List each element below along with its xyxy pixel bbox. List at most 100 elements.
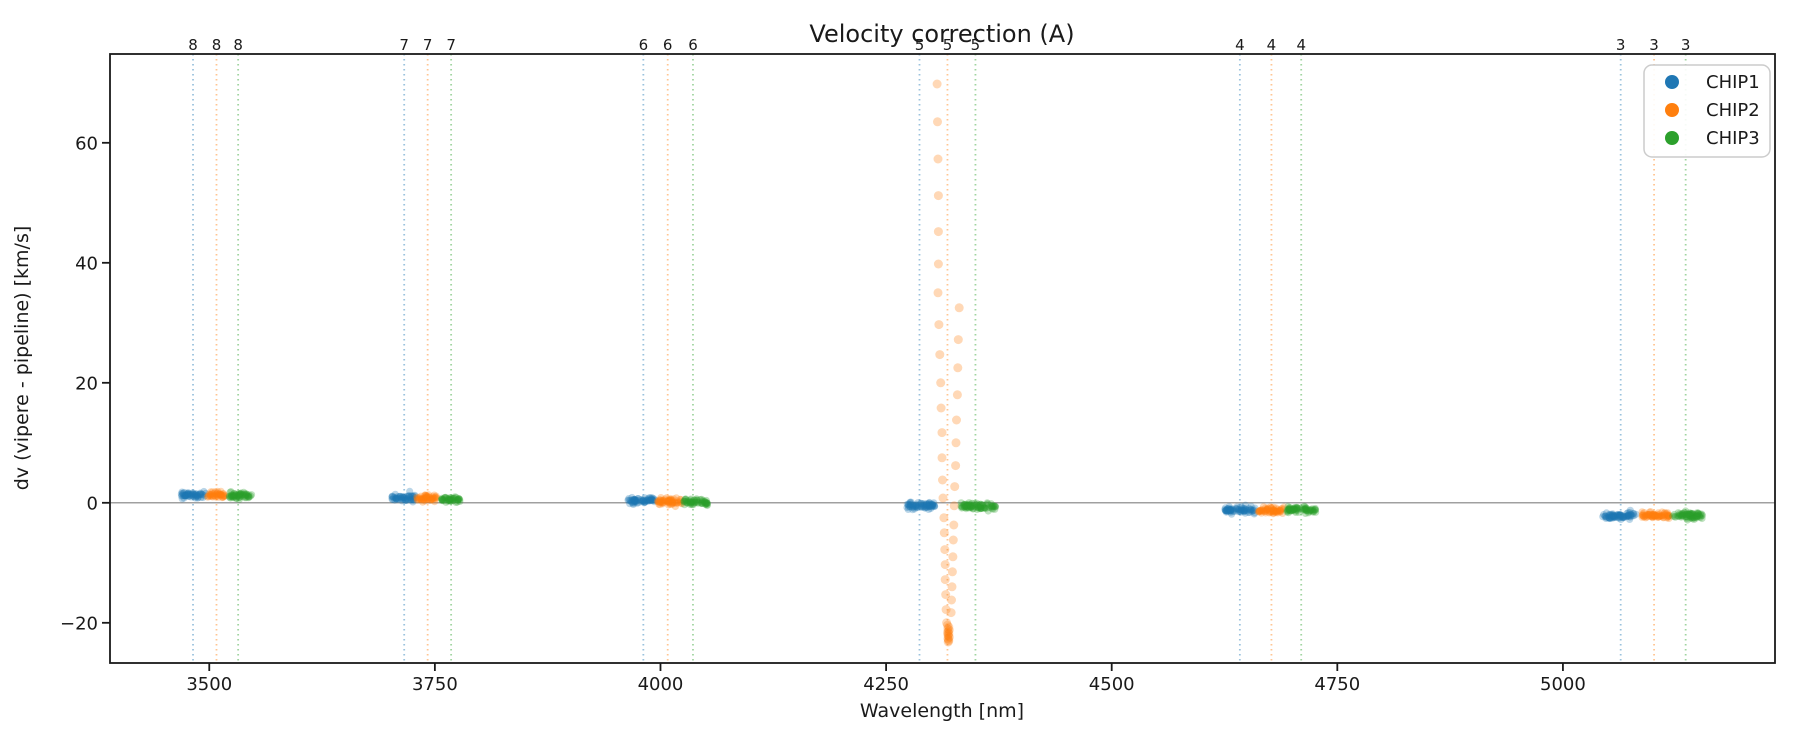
scatter-point (632, 498, 640, 506)
scatter-point (1244, 508, 1252, 517)
scatter-point (440, 496, 448, 504)
scatter-point (426, 496, 434, 504)
scatter-point (1284, 502, 1292, 511)
scatter-point (1628, 512, 1636, 520)
scatter-point (924, 502, 932, 510)
outlier-point (944, 632, 954, 642)
scatter-point (195, 490, 204, 498)
scatter-point (1606, 514, 1614, 523)
scatter-point (194, 493, 202, 502)
scatter-point (1665, 512, 1673, 521)
scatter-point (639, 496, 648, 504)
scatter-point (210, 489, 219, 497)
scatter-point (446, 495, 454, 504)
scatter-point (1255, 507, 1263, 515)
scatter-point (670, 499, 679, 507)
y-axis-label: dv (vipere - pipeline) [km/s] (11, 226, 33, 491)
scatter-point (1649, 511, 1657, 519)
scatter-point (1295, 508, 1303, 516)
scatter-point (630, 496, 638, 504)
scatter-point (909, 501, 917, 509)
scatter-point (1693, 513, 1701, 521)
scatter-point (402, 496, 410, 505)
legend: CHIP1 CHIP2 CHIP3 (1643, 64, 1771, 158)
scatter-point (919, 503, 927, 511)
outlier-point (943, 620, 952, 630)
scatter-point (426, 494, 434, 502)
scatter-point (1270, 506, 1278, 514)
scatter-point (1652, 511, 1660, 520)
scatter-point (388, 493, 396, 501)
scatter-point (236, 489, 244, 498)
scatter-point (980, 504, 989, 512)
scatter-point (209, 493, 217, 501)
scatter-point (656, 499, 664, 507)
scatter-point (422, 492, 430, 500)
scatter-point (229, 493, 237, 501)
scatter-point (1688, 510, 1696, 518)
scatter-point (1696, 512, 1704, 520)
scatter-point (1249, 507, 1258, 515)
scatter-point (629, 500, 637, 508)
scatter-point (1285, 505, 1293, 513)
scatter-point (929, 502, 937, 510)
scatter-point (1695, 511, 1703, 519)
scatter-point (245, 493, 253, 501)
scatter-point (1641, 512, 1649, 520)
scatter-point (215, 491, 223, 499)
scatter-point (1247, 502, 1255, 510)
scatter-point (1654, 509, 1662, 517)
scatter-point (446, 496, 455, 504)
scatter-point (424, 492, 432, 500)
scatter-point (1238, 504, 1246, 512)
scatter-point (904, 505, 912, 513)
scatter-point (1698, 511, 1707, 519)
scatter-point (421, 494, 429, 502)
scatter-point (447, 495, 455, 503)
scatter-point (230, 492, 238, 500)
order-number-label: 3 (1681, 36, 1691, 54)
scatter-point (975, 504, 983, 512)
scatter-point (1250, 510, 1258, 518)
scatter-point (1245, 506, 1253, 514)
scatter-point (404, 492, 412, 500)
scatter-point (422, 492, 430, 500)
scatter-point (1265, 509, 1273, 517)
scatter-point (242, 491, 250, 499)
scatter-point (667, 500, 675, 508)
scatter-point (640, 499, 648, 507)
scatter-point (1250, 506, 1258, 514)
scatter-point (407, 496, 415, 504)
scatter-point (1644, 511, 1652, 519)
scatter-point (921, 504, 929, 512)
scatter-point (1676, 510, 1684, 518)
scatter-point (961, 501, 969, 509)
scatter-point (178, 495, 186, 503)
scatter-point (1302, 506, 1310, 514)
scatter-point (423, 494, 431, 502)
scatter-point (633, 499, 641, 507)
scatter-point (1261, 504, 1269, 512)
scatter-point (1655, 513, 1663, 521)
outlier-point (934, 320, 944, 330)
scatter-point (632, 496, 640, 505)
scatter-point (217, 491, 225, 499)
scatter-point (974, 502, 982, 510)
scatter-point (631, 495, 639, 503)
scatter-point (217, 491, 225, 499)
scatter-point (1649, 512, 1657, 521)
scatter-point (1261, 507, 1270, 515)
scatter-point (204, 493, 212, 501)
scatter-point (416, 495, 424, 503)
scatter-point (187, 490, 195, 498)
scatter-point (977, 504, 985, 513)
scatter-point (1619, 512, 1627, 520)
scatter-point (1239, 507, 1247, 515)
scatter-point (1639, 511, 1647, 520)
scatter-point (231, 491, 239, 499)
scatter-point (1289, 506, 1297, 514)
scatter-point (206, 491, 214, 499)
scatter-point (390, 493, 398, 501)
scatter-point (1264, 505, 1272, 513)
scatter-point (961, 503, 969, 511)
